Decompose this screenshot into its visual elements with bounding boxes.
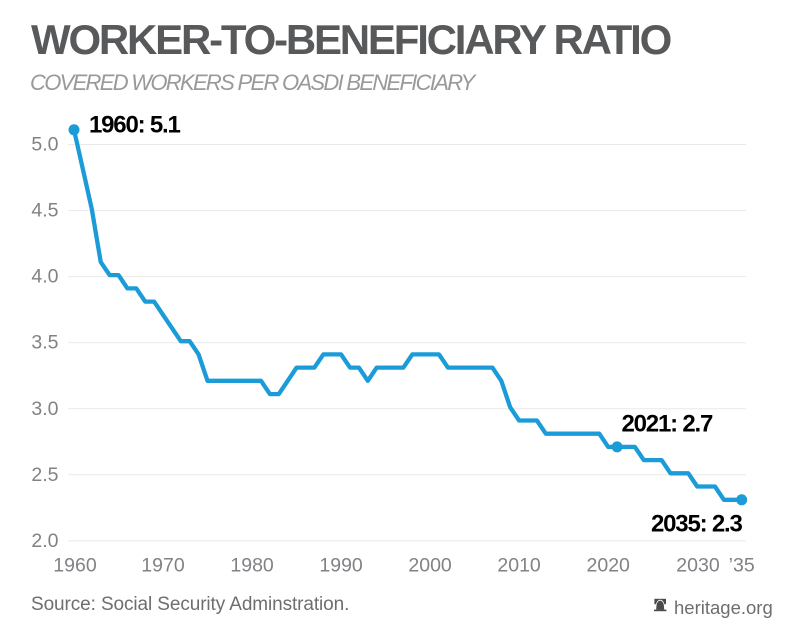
svg-text:2035: 2.3: 2035: 2.3 xyxy=(651,511,742,538)
svg-text:2010: 2010 xyxy=(497,555,541,577)
svg-text:3.5: 3.5 xyxy=(31,332,58,354)
svg-text:3.0: 3.0 xyxy=(31,398,58,420)
svg-text:5.0: 5.0 xyxy=(31,134,58,156)
svg-text:2.5: 2.5 xyxy=(31,464,58,486)
svg-text:2000: 2000 xyxy=(408,555,452,577)
svg-text:2021: 2.7: 2021: 2.7 xyxy=(622,411,713,438)
svg-text:4.0: 4.0 xyxy=(31,266,58,288)
svg-text:1970: 1970 xyxy=(141,555,185,577)
svg-text:1990: 1990 xyxy=(319,555,363,577)
svg-text:1980: 1980 xyxy=(230,555,274,577)
svg-text:’35: ’35 xyxy=(729,555,755,577)
svg-text:1960: 5.1: 1960: 5.1 xyxy=(89,112,180,139)
svg-text:2020: 2020 xyxy=(587,555,631,577)
svg-text:2.0: 2.0 xyxy=(31,530,58,552)
svg-text:4.5: 4.5 xyxy=(31,200,58,222)
svg-text:1960: 1960 xyxy=(53,555,97,577)
svg-text:2030: 2030 xyxy=(676,555,720,577)
